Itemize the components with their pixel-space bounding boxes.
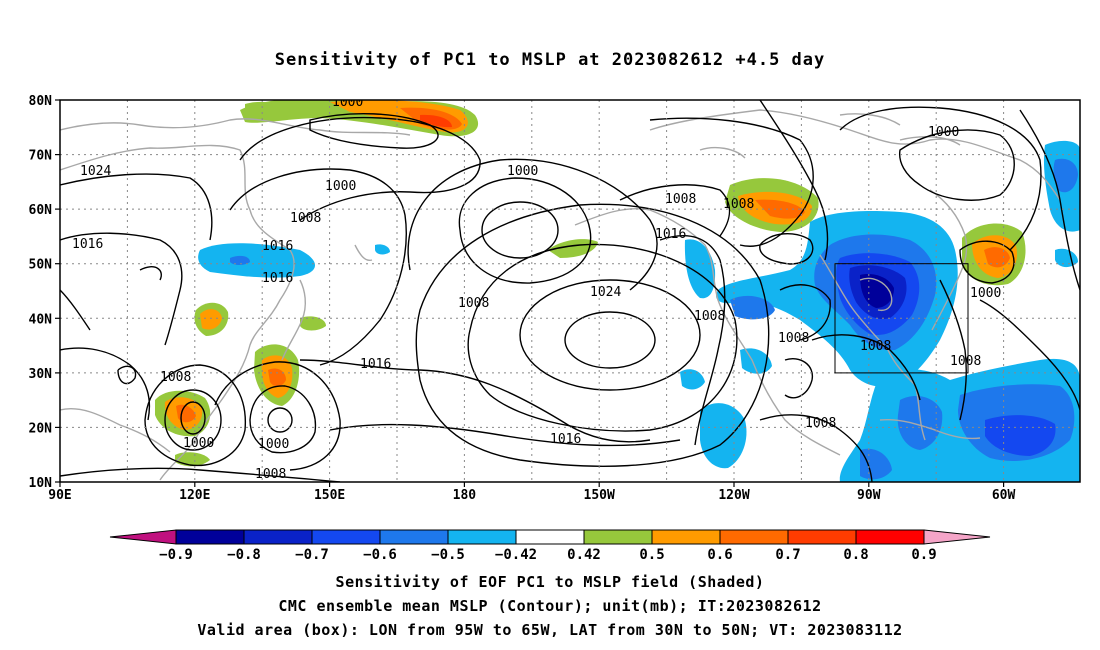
plot-frame bbox=[59, 99, 1081, 483]
contour-label: 1000 bbox=[332, 95, 363, 110]
colorbar-swatch bbox=[651, 529, 721, 545]
lon-tick-label: 180 bbox=[453, 488, 477, 503]
contour-label: 1000 bbox=[507, 164, 538, 179]
colorbar-label: −0.7 bbox=[295, 547, 329, 563]
lon-tick-label: 90W bbox=[857, 488, 881, 503]
contour-label: 1008 bbox=[160, 370, 191, 385]
colorbar-label: −0.42 bbox=[495, 547, 537, 563]
colorbar-swatch bbox=[787, 529, 857, 545]
contour-label: 1000 bbox=[258, 437, 289, 452]
colorbar: −0.9 −0.8 −0.7 −0.6 −0.5 −0.42 0.42 0.5 0.6 0.7 0.… bbox=[109, 529, 991, 563]
contour-label: 1008 bbox=[723, 197, 754, 212]
colorbar-swatch bbox=[243, 529, 313, 545]
contour-label: 1016 bbox=[550, 432, 581, 447]
caption-line-1: Sensitivity of EOF PC1 to MSLP field (Sh… bbox=[335, 573, 765, 591]
colorbar-label: 0.8 bbox=[843, 547, 868, 563]
contour-label: 1008 bbox=[860, 339, 891, 354]
colorbar-swatch bbox=[447, 529, 517, 545]
lat-tick-label: 70N bbox=[29, 149, 53, 164]
colorbar-label: 0.6 bbox=[707, 547, 732, 563]
contour-label: 1000 bbox=[970, 286, 1001, 301]
lon-tick-label: 60W bbox=[992, 488, 1016, 503]
lon-tick-label: 120E bbox=[179, 488, 210, 503]
colorbar-swatch bbox=[379, 529, 449, 545]
lon-tick-label: 150E bbox=[314, 488, 345, 503]
lat-tick-label: 60N bbox=[29, 203, 53, 218]
figure-title: Sensitivity of PC1 to MSLP at 2023082612… bbox=[274, 50, 826, 70]
colorbar-label: 0.9 bbox=[911, 547, 936, 563]
colorbar-label: 0.5 bbox=[639, 547, 664, 563]
lat-tick-label: 20N bbox=[29, 421, 53, 436]
contour-label: 1008 bbox=[950, 354, 981, 369]
valid-area-box bbox=[834, 263, 969, 374]
contour-label: 1008 bbox=[458, 296, 489, 311]
caption-line-2: CMC ensemble mean MSLP (Contour); unit(m… bbox=[278, 597, 822, 615]
colorbar-swatch bbox=[175, 529, 245, 545]
lat-tick-label: 40N bbox=[29, 312, 53, 327]
colorbar-label: −0.8 bbox=[227, 547, 261, 563]
contour-labels: 1000 1024 1000 1000 1000 1008 1008 1008 … bbox=[72, 95, 1001, 482]
caption-line-3: Valid area (box): LON from 95W to 65W, L… bbox=[197, 621, 903, 639]
contour-label: 1008 bbox=[290, 211, 321, 226]
lat-tick-label: 50N bbox=[29, 258, 53, 273]
contour-label: 1016 bbox=[72, 237, 103, 252]
lon-tick-label: 150W bbox=[584, 488, 615, 503]
contour-label: 1000 bbox=[325, 179, 356, 194]
tick-marks bbox=[55, 99, 1005, 487]
contour-label: 1008 bbox=[778, 331, 809, 346]
colorbar-swatch bbox=[515, 529, 585, 545]
colorbar-label: −0.5 bbox=[431, 547, 465, 563]
colorbar-swatch bbox=[719, 529, 789, 545]
contour-label: 1024 bbox=[80, 164, 111, 179]
colorbar-label: 0.42 bbox=[567, 547, 601, 563]
colorbar-end-high bbox=[923, 529, 991, 545]
colorbar-label: −0.9 bbox=[159, 547, 193, 563]
lon-tick-label: 120W bbox=[718, 488, 749, 503]
colorbar-label: −0.6 bbox=[363, 547, 397, 563]
colorbar-label: 0.7 bbox=[775, 547, 800, 563]
contour-label: 1016 bbox=[262, 239, 293, 254]
contour-label: 1008 bbox=[805, 416, 836, 431]
lat-tick-label: 10N bbox=[29, 476, 53, 491]
colorbar-end-low bbox=[109, 529, 177, 545]
contour-label: 1000 bbox=[928, 125, 959, 140]
coastlines bbox=[60, 109, 1061, 481]
lat-tick-label: 30N bbox=[29, 367, 53, 382]
mslp-contours bbox=[60, 100, 1080, 482]
colorbar-swatch bbox=[855, 529, 925, 545]
graticule bbox=[60, 100, 1080, 482]
colorbar-swatch bbox=[311, 529, 381, 545]
lon-tick-label: 90E bbox=[48, 488, 71, 503]
contour-label: 1008 bbox=[255, 467, 286, 482]
contour-label: 1016 bbox=[360, 357, 391, 372]
lat-tick-label: 80N bbox=[29, 94, 53, 109]
sensitivity-shading bbox=[155, 100, 1080, 482]
colorbar-swatch bbox=[583, 529, 653, 545]
contour-label: 1016 bbox=[262, 271, 293, 286]
contour-label: 1016 bbox=[655, 227, 686, 242]
contour-label: 1024 bbox=[590, 285, 621, 300]
contour-label: 1000 bbox=[183, 436, 214, 451]
contour-label: 1008 bbox=[665, 192, 696, 207]
contour-label: 1008 bbox=[694, 309, 725, 324]
